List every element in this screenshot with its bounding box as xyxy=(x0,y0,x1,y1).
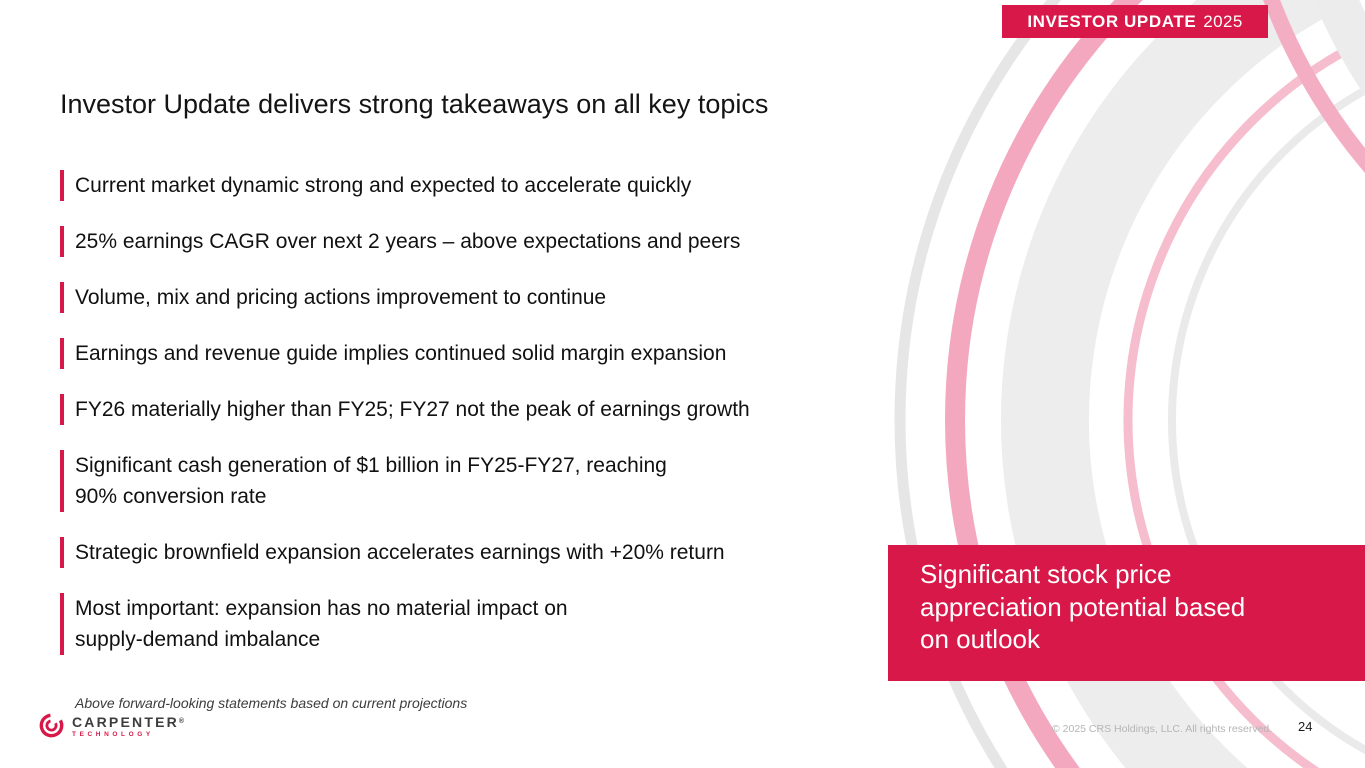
banner-title: INVESTOR UPDATE xyxy=(1027,11,1197,31)
takeaway-bullet: Most important: expansion has no materia… xyxy=(60,593,860,655)
carpenter-logo-mark-icon xyxy=(38,712,65,744)
takeaway-bullet: Strategic brownfield expansion accelerat… xyxy=(60,537,860,568)
logo-text: CARPENTER® TECHNOLOGY xyxy=(72,712,184,738)
slide-title: Investor Update delivers strong takeaway… xyxy=(60,89,769,119)
callout-box: Significant stock price appreciation pot… xyxy=(888,545,1365,681)
takeaway-bullet: Current market dynamic strong and expect… xyxy=(60,170,860,201)
logo-subbrand: TECHNOLOGY xyxy=(72,731,154,738)
investor-update-banner: INVESTOR UPDATE 2025 xyxy=(1002,5,1268,38)
carpenter-logo: CARPENTER® TECHNOLOGY xyxy=(38,712,184,744)
takeaway-bullet: Significant cash generation of $1 billio… xyxy=(60,450,860,512)
logo-brand-name: CARPENTER® xyxy=(72,715,184,729)
takeaway-bullet: Volume, mix and pricing actions improvem… xyxy=(60,282,860,313)
copyright-notice: © 2025 CRS Holdings, LLC. All rights res… xyxy=(1052,723,1273,735)
takeaway-bullet: FY26 materially higher than FY25; FY27 n… xyxy=(60,394,860,425)
page-number: 24 xyxy=(1298,719,1313,734)
forward-looking-footnote: Above forward-looking statements based o… xyxy=(75,695,468,711)
takeaways-list: Current market dynamic strong and expect… xyxy=(60,170,860,680)
takeaway-bullet: 25% earnings CAGR over next 2 years – ab… xyxy=(60,226,860,257)
registered-mark: ® xyxy=(178,718,185,725)
callout-text: Significant stock price appreciation pot… xyxy=(920,559,1246,654)
takeaway-bullet: Earnings and revenue guide implies conti… xyxy=(60,338,860,369)
banner-year: 2025 xyxy=(1203,11,1243,31)
logo-brand-label: CARPENTER xyxy=(72,714,179,730)
